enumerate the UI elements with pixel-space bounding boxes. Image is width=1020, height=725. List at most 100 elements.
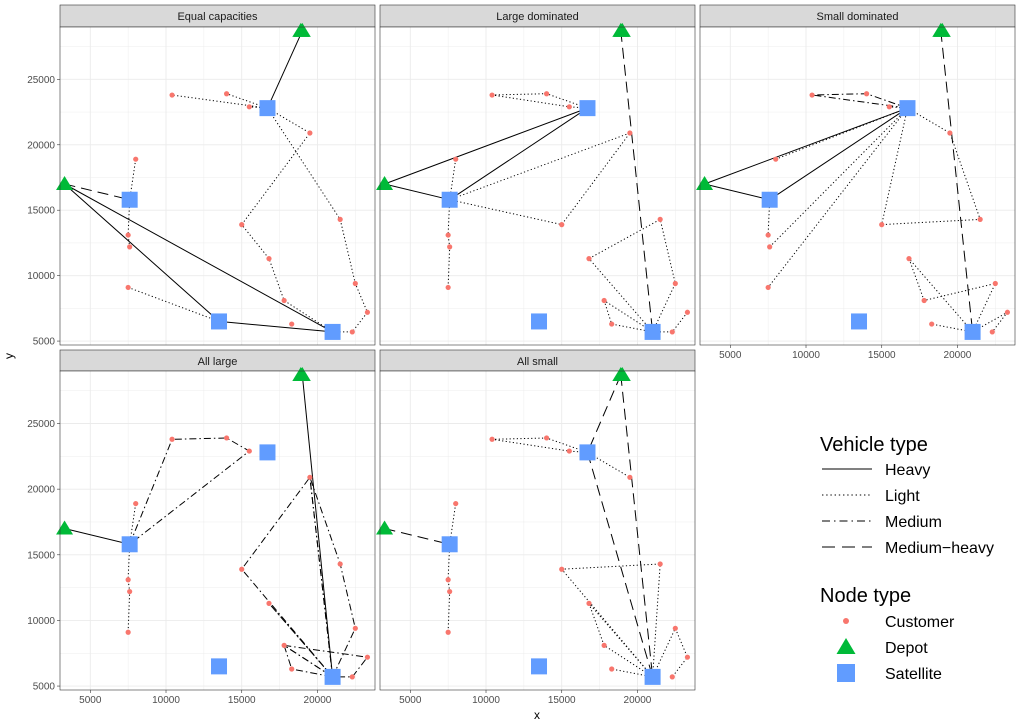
satellite-point <box>121 536 138 553</box>
route-medium-heavy <box>587 452 654 678</box>
route-heavy <box>384 107 588 201</box>
customer-point <box>921 297 927 304</box>
customer-point <box>349 329 355 335</box>
y-tick-label: 20000 <box>27 485 55 496</box>
customer-point <box>352 625 358 631</box>
customer-point <box>601 642 607 648</box>
customer-point <box>765 284 771 291</box>
satellite-point <box>964 323 981 340</box>
depot-point <box>932 22 950 37</box>
panel-background <box>700 27 1015 345</box>
customer-point <box>627 474 633 480</box>
customer-point <box>125 284 131 291</box>
customer-point <box>672 280 678 287</box>
customer-point <box>169 436 175 442</box>
satellite-point <box>441 536 458 553</box>
y-tick-label: 15000 <box>27 550 55 561</box>
legend-label-light: Light <box>885 488 920 505</box>
customer-point <box>684 309 691 315</box>
customer-point <box>543 91 550 97</box>
legend-label-medium: Medium <box>885 514 942 531</box>
x-tick-label: 20000 <box>304 695 332 706</box>
x-tick-label: 10000 <box>472 695 500 706</box>
customer-point <box>609 321 615 327</box>
y-tick-label: 20000 <box>27 140 55 151</box>
x-tick-label: 20000 <box>624 695 652 706</box>
customer-point <box>669 329 675 335</box>
customer-point <box>669 674 675 680</box>
customer-point <box>559 566 565 572</box>
satellite-point <box>259 100 276 117</box>
customer-point <box>657 561 663 567</box>
customer-point <box>352 280 358 287</box>
depot-point <box>292 22 310 37</box>
customer-point <box>266 600 272 606</box>
satellite-point <box>211 313 228 330</box>
customer-point <box>445 577 451 583</box>
depot-point <box>612 366 630 381</box>
panel-title: All small <box>517 356 558 368</box>
customer-point <box>127 588 133 595</box>
route-light <box>767 199 771 236</box>
customer-point <box>364 654 371 660</box>
x-tick-label: 5000 <box>79 695 102 706</box>
customer-point <box>767 244 773 250</box>
route-medium <box>283 644 333 678</box>
customer-point <box>266 256 272 262</box>
satellite-point <box>531 313 548 330</box>
route-medium-heavy <box>587 374 622 453</box>
satellite-point <box>579 100 596 117</box>
customer-point <box>989 329 995 335</box>
panel-border <box>379 370 696 691</box>
route-medium-heavy <box>384 528 450 545</box>
route-light <box>769 107 908 248</box>
customer-point <box>601 297 607 304</box>
customer-point <box>281 642 287 648</box>
panel-background <box>60 27 375 345</box>
customer-point <box>566 104 572 110</box>
legend: Vehicle type Heavy Light Medium Medium−heav… <box>820 434 994 683</box>
customer-point <box>281 297 287 304</box>
customer-point <box>672 625 678 631</box>
customer-point <box>765 232 771 238</box>
panel-grid <box>700 27 1015 345</box>
panel-all-large: All large 5000 10000 15000 20000 25000 5000 100… <box>27 349 376 706</box>
satellite-point <box>259 444 276 461</box>
customer-point <box>447 244 453 250</box>
customer-point <box>337 561 343 567</box>
customer-point <box>246 448 252 454</box>
panel-title: Equal capacities <box>177 11 258 23</box>
x-tick-label: 20000 <box>944 350 972 361</box>
panel-equal-capacities: Equal capacities 5000 10000 15000 20000 25000 <box>27 4 376 348</box>
legend-label-satellite: Satellite <box>885 666 942 683</box>
customer-point <box>559 222 565 228</box>
route-light <box>172 94 268 109</box>
legend-key-satellite <box>837 664 855 682</box>
x-tick-label: 10000 <box>792 350 820 361</box>
legend-label-heavy: Heavy <box>885 462 930 479</box>
customer-point <box>773 156 779 162</box>
panel-large-dominated: Large dominated <box>376 4 696 346</box>
x-tick-label: 15000 <box>228 695 256 706</box>
customer-point <box>809 92 815 98</box>
route-medium <box>129 437 250 545</box>
route-light <box>652 627 688 678</box>
satellite-point <box>441 191 458 208</box>
satellite-point <box>531 658 548 675</box>
customer-point <box>223 435 230 441</box>
legend-title-vehicle: Vehicle type <box>820 434 928 456</box>
customer-point <box>239 566 245 572</box>
satellite-point <box>644 668 661 685</box>
route-heavy <box>301 374 334 677</box>
customer-point <box>929 321 935 327</box>
customer-point <box>627 130 633 136</box>
y-tick-label: 5000 <box>33 682 56 693</box>
x-tick-label: 10000 <box>152 695 180 706</box>
customer-point <box>445 284 451 291</box>
route-medium <box>811 93 908 109</box>
satellite-point <box>211 658 228 675</box>
route-heavy <box>267 30 303 109</box>
depot-point <box>612 22 630 37</box>
customer-point <box>586 256 592 262</box>
